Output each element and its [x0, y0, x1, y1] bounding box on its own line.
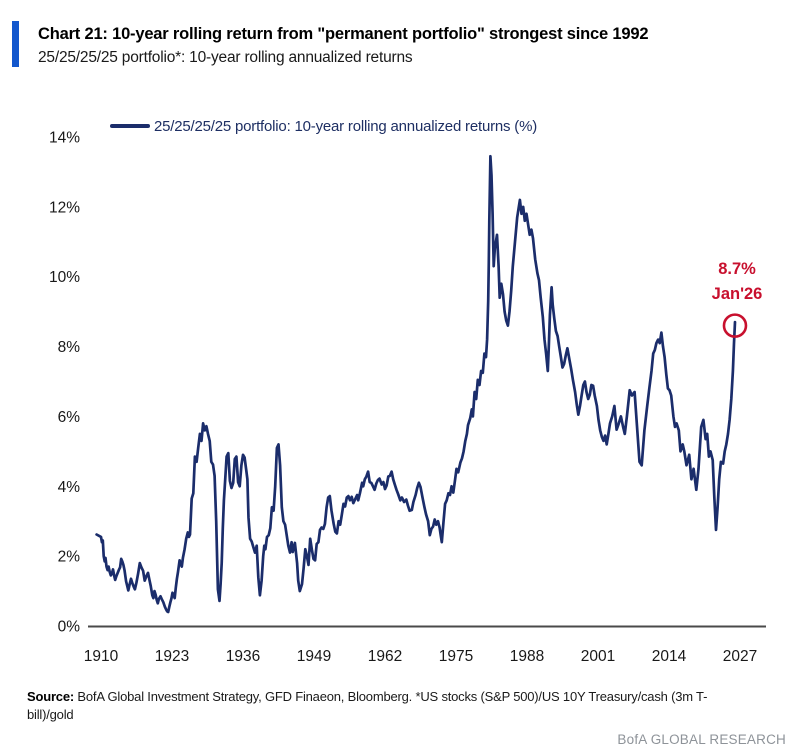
source-text: BofA Global Investment Strategy, GFD Fin… — [27, 689, 708, 722]
y-axis-tick-label: 0% — [58, 619, 81, 636]
title-accent-bar — [12, 21, 19, 67]
annotation-date: Jan'26 — [711, 285, 763, 303]
y-axis-tick-label: 4% — [58, 479, 81, 496]
bofa-global-research-brand: BofA GLOBAL RESEARCH — [617, 732, 786, 747]
portfolio-return-line — [95, 154, 737, 614]
y-axis-tick-label: 14% — [49, 130, 80, 147]
annotation-value: 8.7% — [718, 260, 756, 278]
chart-subtitle: 25/25/25/25 portfolio*: 10-year rolling … — [38, 49, 413, 66]
x-axis-tick-label: 1975 — [439, 648, 473, 665]
x-axis-tick-label: 1962 — [368, 648, 402, 665]
x-axis-tick-label: 1988 — [510, 648, 544, 665]
source-note: Source: BofA Global Investment Strategy,… — [27, 688, 753, 723]
y-axis-tick-label: 12% — [49, 199, 80, 216]
latest-point-highlight-circle — [722, 313, 748, 338]
latest-value-annotation: 8.7% Jan'26 — [693, 257, 781, 307]
source-label: Source: — [27, 689, 75, 704]
y-axis-tick-label: 6% — [58, 409, 81, 426]
x-axis-tick-label: 2001 — [581, 648, 615, 665]
y-axis-tick-label: 10% — [49, 269, 80, 286]
x-axis-tick-label: 1910 — [84, 648, 119, 665]
x-axis-tick-label: 1936 — [226, 648, 260, 665]
x-axis-tick-label: 2027 — [723, 648, 757, 665]
legend-label: 25/25/25/25 portfolio: 10-year rolling a… — [154, 117, 538, 135]
chart-title: Chart 21: 10-year rolling return from "p… — [38, 25, 649, 43]
legend-line-swatch-icon — [110, 124, 150, 128]
x-axis-tick-label: 2014 — [652, 648, 687, 665]
x-axis-tick-label: 1949 — [297, 648, 331, 665]
y-axis-tick-label: 8% — [58, 339, 81, 356]
chart-legend: 25/25/25/25 portfolio: 10-year rolling a… — [110, 117, 537, 135]
x-axis-tick-label: 1923 — [155, 648, 189, 665]
y-axis-tick-label: 2% — [58, 549, 81, 566]
